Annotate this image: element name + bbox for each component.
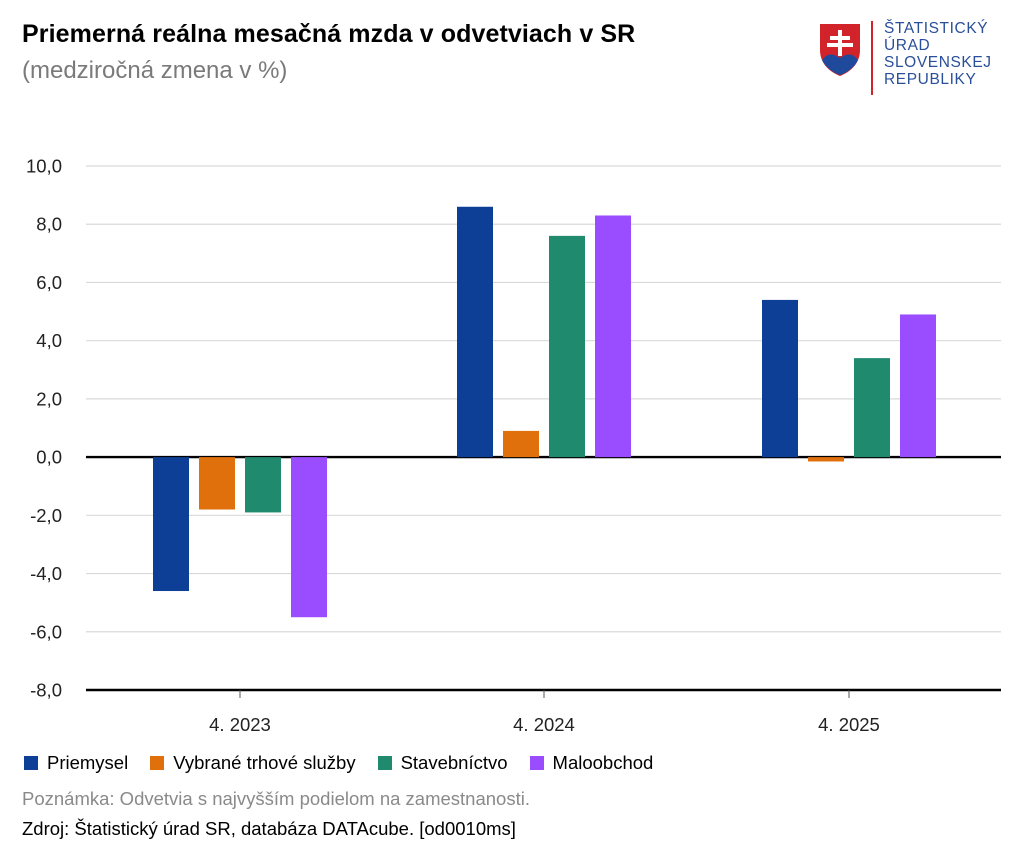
y-tick-label: -6,0 (30, 621, 62, 642)
legend-label: Vybrané trhové služby (173, 752, 356, 773)
chart-legend: Priemysel Vybrané trhové služby Stavební… (24, 752, 675, 774)
legend-swatch (529, 756, 544, 770)
bar (291, 457, 327, 618)
chart-title: Priemerná reálna mesačná mzda v odvetvia… (22, 20, 636, 48)
bar (854, 358, 890, 458)
y-tick-label: -2,0 (30, 505, 62, 526)
y-tick-label: 8,0 (36, 214, 62, 235)
legend-item-maloobchod[interactable]: Maloobchod (529, 752, 654, 774)
logo-line: ÚRAD (884, 37, 931, 54)
y-tick-label: 2,0 (36, 388, 62, 409)
logo-divider (871, 21, 873, 95)
logo-line: ŠTATISTICKÝ (884, 20, 989, 37)
y-tick-label: -8,0 (30, 680, 62, 701)
legend-item-stavebnictvo[interactable]: Stavebníctvo (377, 752, 508, 774)
logo-text: ŠTATISTICKÝ ÚRAD SLOVENSKEJ REPUBLIKY (884, 20, 992, 88)
logo-line: SLOVENSKEJ (884, 54, 992, 71)
x-tick-label: 4. 2023 (209, 714, 271, 735)
bar (245, 457, 281, 513)
legend-label: Stavebníctvo (400, 752, 508, 773)
chart-note: Poznámka: Odvetvia s najvyšším podielom … (22, 788, 530, 809)
y-tick-label: 6,0 (36, 272, 62, 293)
chart-subtitle: (medziročná zmena v %) (22, 57, 288, 84)
coat-of-arms-icon (820, 24, 860, 76)
bar-chart: 10,0 8,0 6,0 4,0 2,0 0,0 -2,0 -4,0 -6,0 -8,0 4. 20… (26, 156, 1001, 735)
bar (153, 457, 189, 592)
legend-swatch (150, 756, 165, 770)
bar (595, 215, 631, 458)
legend-label: Priemysel (47, 752, 129, 773)
y-tick-label: 10,0 (26, 156, 62, 177)
legend-swatch (377, 756, 392, 770)
bar (549, 235, 585, 458)
legend-label: Maloobchod (552, 752, 654, 773)
y-tick-label: 0,0 (36, 447, 62, 468)
x-tick-label: 4. 2025 (818, 714, 880, 735)
legend-item-vybrane-trhove-sluzby[interactable]: Vybrané trhové služby (150, 752, 356, 774)
bar (503, 430, 539, 458)
statistical-office-logo[interactable]: ŠTATISTICKÝ ÚRAD SLOVENSKEJ REPUBLIKY (818, 20, 1008, 100)
x-tick-label: 4. 2024 (513, 714, 575, 735)
chart-source: Zdroj: Štatistický úrad SR, databáza DAT… (22, 818, 516, 839)
y-tick-label: 4,0 (36, 330, 62, 351)
y-tick-label: -4,0 (30, 563, 62, 584)
bar (199, 457, 235, 510)
bar (808, 457, 844, 462)
logo-line: REPUBLIKY (884, 71, 977, 88)
bar (900, 314, 936, 458)
bar (457, 206, 493, 458)
legend-swatch (24, 756, 38, 770)
legend-item-priemysel[interactable]: Priemysel (24, 752, 128, 774)
bar (762, 299, 798, 458)
